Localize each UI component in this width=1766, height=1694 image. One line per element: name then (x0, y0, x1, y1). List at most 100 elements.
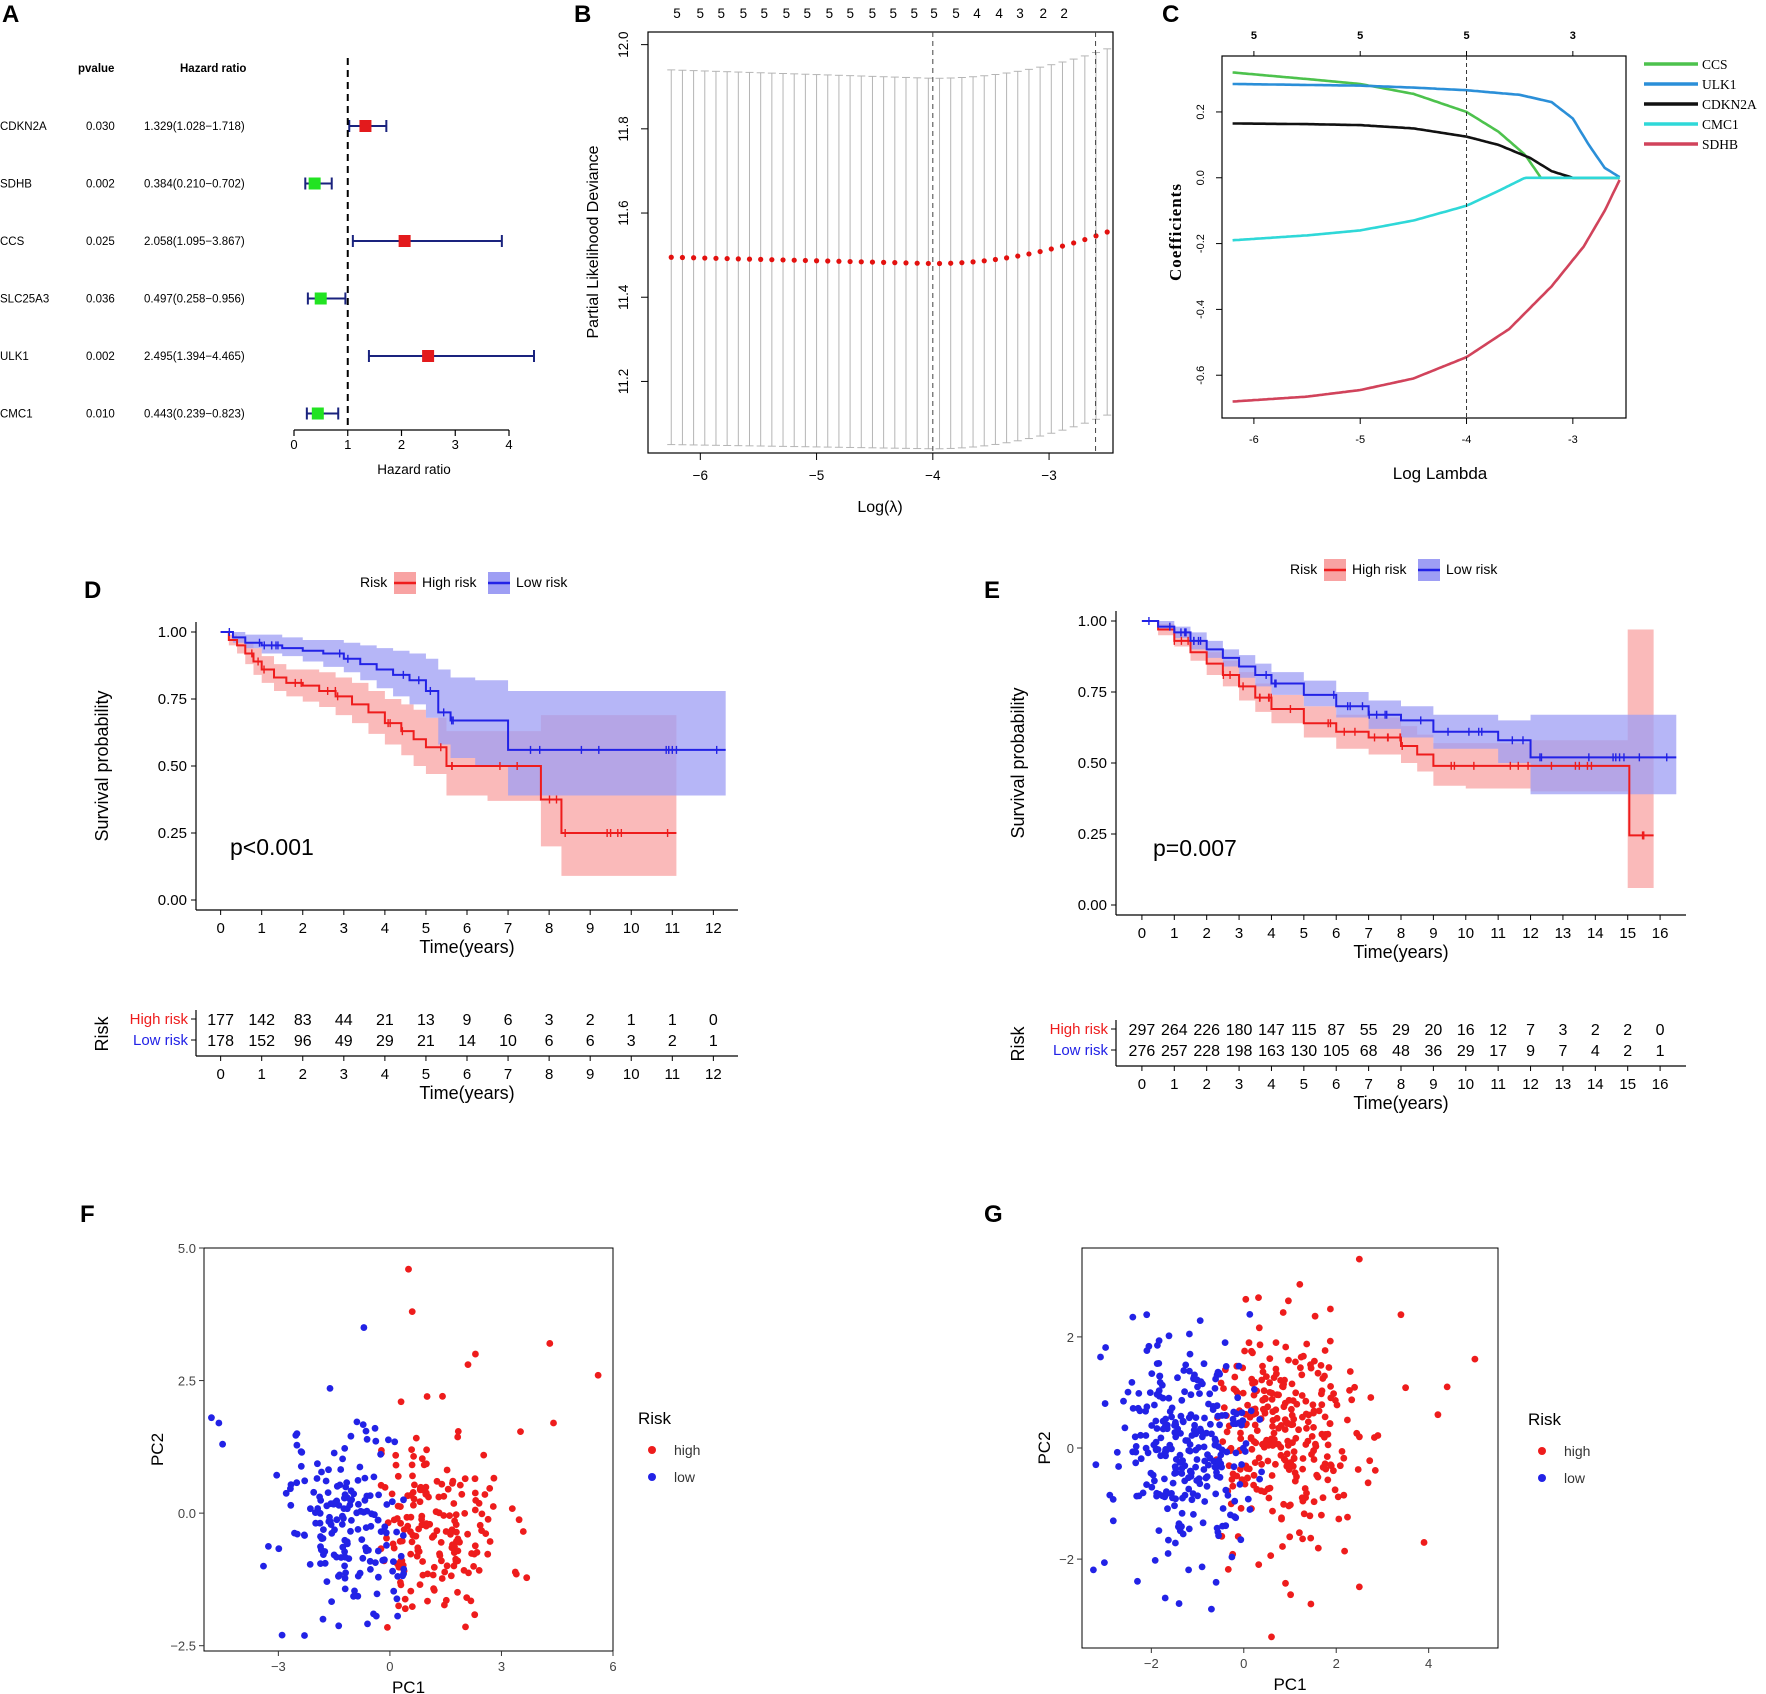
risk-table-count: 3 (627, 1033, 636, 1050)
gene-label: CDKN2A (0, 121, 47, 133)
deviance-point (892, 260, 898, 266)
point-low (344, 1540, 351, 1548)
point-high (490, 1474, 498, 1482)
point-high (471, 1489, 479, 1497)
y-tick-label: 0.75 (1078, 684, 1107, 701)
coefficient-path-sdhb (1232, 179, 1621, 403)
point-low (1235, 1362, 1243, 1370)
deviance-point (869, 259, 876, 265)
point-high (1288, 1405, 1295, 1413)
risk-table-x-tick-label: 15 (1619, 1076, 1636, 1093)
point-low (399, 1532, 407, 1539)
point-high (416, 1581, 424, 1588)
point-high (1241, 1480, 1249, 1488)
point-high (473, 1549, 481, 1556)
deviance-point (881, 259, 887, 265)
point-high (1326, 1337, 1334, 1345)
y-tick-label: 0.25 (158, 825, 187, 842)
point-low (1199, 1519, 1207, 1527)
point-low (1161, 1493, 1169, 1501)
point-low (363, 1435, 371, 1443)
point-high (1261, 1488, 1268, 1496)
point-high (1321, 1413, 1329, 1421)
point-low (363, 1492, 371, 1500)
point-high (471, 1611, 479, 1619)
point-high (1233, 1389, 1241, 1397)
risk-table-x-tick-label: 4 (1267, 1076, 1275, 1093)
panel-label-b: B (574, 1, 591, 28)
x-tick-label: 11 (665, 920, 681, 937)
point-low (342, 1569, 349, 1577)
point-low (1151, 1557, 1159, 1564)
point-high (446, 1512, 453, 1519)
point-high (1322, 1465, 1330, 1473)
deviance-point (791, 257, 797, 263)
risk-table-count: 87 (1327, 1022, 1345, 1039)
risk-table-count: 10 (499, 1033, 517, 1050)
point-low (1230, 1463, 1238, 1471)
deviance-point (959, 260, 965, 266)
x-tick-label: 4 (505, 437, 512, 452)
point-high (1318, 1401, 1326, 1409)
point-low (1200, 1360, 1208, 1368)
risk-table-row-label: Low risk (1053, 1042, 1109, 1059)
high-risk-survival-curve (220, 631, 677, 834)
point-high (464, 1361, 472, 1369)
deviance-point (668, 254, 674, 260)
point-low (374, 1547, 382, 1555)
point-high (1268, 1472, 1276, 1479)
point-high (1317, 1362, 1325, 1369)
y-axis-title: PC2 (1035, 1431, 1054, 1464)
point-high (1280, 1380, 1287, 1388)
point-low (215, 1419, 223, 1427)
header-hazard-ratio: Hazard ratio (180, 63, 246, 75)
point-high (401, 1595, 409, 1603)
point-low (325, 1466, 332, 1474)
point-low (341, 1562, 348, 1570)
point-high (1255, 1454, 1263, 1462)
point-low (1200, 1466, 1208, 1473)
point-high (1258, 1376, 1266, 1384)
point-low (1097, 1353, 1104, 1361)
point-high (1310, 1407, 1318, 1415)
point-low (1215, 1456, 1223, 1464)
point-high (1298, 1392, 1306, 1399)
point-low (1212, 1375, 1219, 1383)
point-low (297, 1462, 305, 1470)
point-high (1286, 1533, 1294, 1541)
point-high (1259, 1368, 1267, 1376)
top-count-label: 5 (740, 6, 748, 21)
point-low (1211, 1463, 1219, 1471)
point-high (484, 1550, 492, 1558)
risk-table-count: 297 (1129, 1022, 1156, 1039)
point-low (1215, 1443, 1222, 1450)
point-high (1327, 1394, 1335, 1402)
risk-table-count: 115 (1291, 1022, 1317, 1039)
y-tick-label: 2 (1067, 1330, 1074, 1345)
point-high (1248, 1445, 1256, 1453)
point-high (1280, 1403, 1288, 1411)
point-low (347, 1432, 355, 1440)
risk-table-count: 2 (1623, 1022, 1632, 1039)
point-low (1182, 1437, 1190, 1444)
deviance-point (1104, 229, 1110, 235)
risk-table-x-tick-label: 8 (545, 1066, 553, 1083)
point-low (350, 1592, 357, 1600)
point-low (394, 1573, 402, 1580)
point-high (1341, 1547, 1348, 1555)
point-low (326, 1385, 334, 1392)
point-low (1143, 1311, 1151, 1319)
point-high (1434, 1411, 1442, 1419)
risk-table-count: 228 (1193, 1043, 1220, 1060)
hazard-ratio-cell: 2.495(1.394−4.465) (144, 351, 245, 363)
point-low (1115, 1463, 1122, 1470)
point-high (1251, 1421, 1259, 1429)
point-high (419, 1558, 426, 1565)
point-high (1323, 1453, 1331, 1460)
panel-label-d: D (84, 577, 101, 604)
point-low (1157, 1452, 1165, 1460)
pvalue-cell: 0.002 (86, 179, 115, 191)
point-low (366, 1557, 374, 1565)
point-high (383, 1534, 390, 1542)
x-axis-title: Time(years) (1353, 942, 1448, 962)
